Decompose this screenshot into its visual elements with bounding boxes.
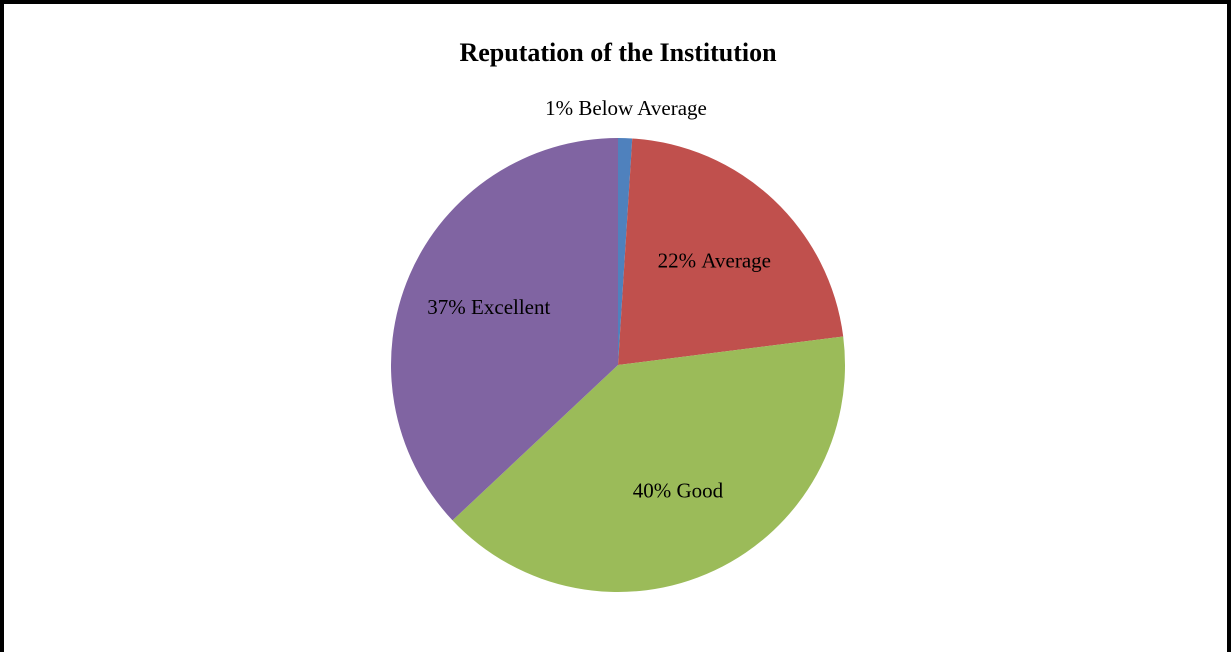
data-label: 40% Good [633, 478, 724, 502]
data-label: 22% Average [658, 248, 771, 272]
data-label-category: Excellent [471, 295, 550, 319]
data-label-value: 1% [545, 96, 573, 120]
data-label-value: 40% [633, 478, 672, 502]
pie-slice [618, 138, 844, 365]
data-label-value: 37% [427, 295, 466, 319]
data-label: 1% Below Average [545, 96, 707, 120]
chart-title: Reputation of the Institution [459, 38, 777, 67]
data-label-category: Good [676, 478, 723, 502]
data-label-category: Below Average [578, 96, 706, 120]
pie-slice [390, 138, 618, 521]
pie-slice [452, 336, 846, 592]
data-label: 37% Excellent [427, 295, 550, 319]
data-label-category: Average [701, 248, 771, 272]
pie-slice [618, 138, 633, 365]
data-label-value: 22% [658, 248, 697, 272]
